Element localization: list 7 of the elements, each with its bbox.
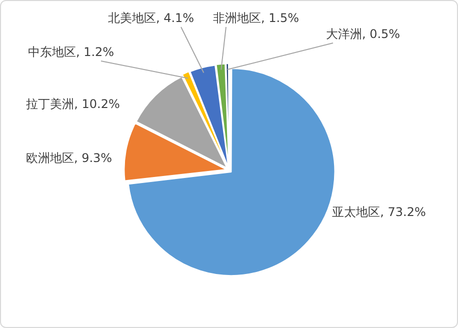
slice-label: 非洲地区, 1.5% bbox=[212, 11, 300, 26]
slice-label: 中东地区, 1.2% bbox=[28, 45, 114, 60]
slice-label: 拉丁美洲, 10.2% bbox=[26, 97, 120, 112]
slice-label: 大洋洲, 0.5% bbox=[326, 27, 400, 42]
slice-label: 亚太地区, 73.2% bbox=[332, 205, 426, 220]
slice-label: 北美地区, 4.1% bbox=[108, 11, 194, 26]
slice-label: 欧洲地区, 9.3% bbox=[26, 151, 112, 166]
